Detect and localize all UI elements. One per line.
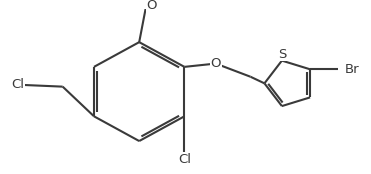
Text: O: O — [210, 57, 221, 70]
Text: Br: Br — [345, 63, 359, 76]
Text: O: O — [146, 0, 157, 12]
Text: Cl: Cl — [178, 153, 191, 166]
Text: S: S — [278, 48, 286, 61]
Text: Cl: Cl — [12, 78, 24, 92]
